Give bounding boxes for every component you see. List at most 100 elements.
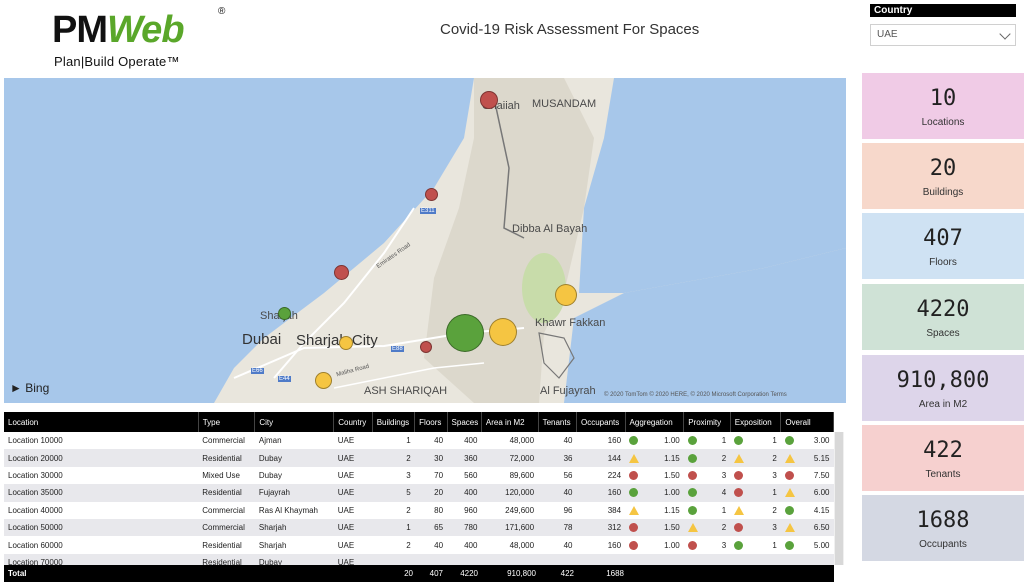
indicator-value: 2 [772, 453, 777, 463]
map-bubble[interactable] [446, 314, 484, 352]
cell-area: 48,000 [509, 436, 535, 446]
green-circle-icon [687, 505, 697, 515]
warning-triangle-icon [629, 505, 640, 515]
cell-prox: 2 [683, 449, 731, 467]
map-bubble[interactable] [339, 336, 353, 350]
column-header[interactable]: Spaces [447, 412, 482, 432]
map-bubble[interactable] [278, 307, 291, 320]
cell-agg: 1.00 [625, 484, 684, 502]
column-header[interactable]: Proximity [683, 412, 731, 432]
cell-area: 72,000 [481, 449, 539, 467]
column-header[interactable]: Tenants [538, 412, 578, 432]
cell-country: UAE [337, 470, 355, 480]
map-bubble[interactable] [555, 284, 577, 306]
table-row[interactable]: Location 30000 Mixed Use Dubay UAE 3 70 560 89,… [4, 467, 834, 484]
cell-expo: 2 [730, 449, 781, 467]
indicator-value: 5.00 [813, 540, 830, 550]
indicator-value: 4.15 [813, 505, 830, 515]
cell-occupants: 160 [607, 436, 622, 446]
warning-triangle-icon [687, 523, 698, 533]
kpi-card-occupants[interactable]: 1688 Occupants [862, 495, 1024, 561]
cell-spaces: 400 [464, 540, 478, 550]
column-header[interactable]: Area in M2 [481, 412, 539, 432]
cell-floors: 40 [434, 436, 444, 446]
cell-location: Location 60000 [8, 540, 63, 550]
map-bubble[interactable] [315, 372, 332, 389]
kpi-card-buildings[interactable]: 20 Buildings [862, 143, 1024, 209]
map-road-shield-e66: E66 [251, 368, 264, 374]
table-row[interactable]: Location 10000 Commercial Ajman UAE 1 40 400 48… [4, 432, 834, 449]
kpi-card-spaces[interactable]: 4220 Spaces [862, 284, 1024, 350]
column-header[interactable]: Overall [780, 412, 834, 432]
indicator-value: 1.00 [664, 488, 680, 498]
cell-floors: 30 [414, 449, 448, 467]
red-circle-icon [687, 540, 697, 550]
cell-tenants: 36 [538, 449, 577, 467]
cell-tenants: 40 [538, 484, 577, 502]
risk-map[interactable]: Ghaiiah MUSANDAM Dibba Al Bayah Sharjah … [4, 78, 846, 403]
kpi-card-area[interactable]: 910,800 Area in M2 [862, 355, 1024, 421]
kpi-label: Buildings [922, 187, 964, 198]
map-road-shield-e311: E311 [420, 208, 436, 214]
table-scrollbar[interactable] [834, 432, 844, 565]
map-bubble[interactable] [489, 318, 517, 346]
cell-buildings: 3 [406, 470, 411, 480]
total-spaces: 4220 [460, 569, 478, 578]
table-row[interactable]: Location 35000 Residential Fujayrah UAE 5 20 4… [4, 484, 834, 502]
cell-country: UAE [333, 449, 373, 467]
table-row[interactable]: Location 40000 Commercial Ras Al Khaymah UA… [4, 502, 834, 519]
scrollbar-thumb[interactable] [835, 432, 843, 565]
cell-spaces: 780 [447, 518, 482, 537]
table-row[interactable]: Location 60000 Residential Sharjah UAE 2 40 40… [4, 536, 834, 553]
kpi-card-floors[interactable]: 407 Floors [862, 213, 1024, 279]
chevron-down-icon [999, 28, 1011, 40]
column-header[interactable]: Country [333, 412, 373, 432]
country-dropdown[interactable]: UAE [870, 24, 1016, 46]
map-road-shield-e44: E44 [278, 376, 291, 382]
total-buildings: 20 [404, 569, 413, 578]
map-bubble[interactable] [334, 265, 349, 280]
cell-location: Location 30000 [8, 470, 63, 480]
column-header[interactable]: Type [198, 412, 256, 432]
green-circle-icon [734, 436, 744, 446]
cell-tenants: 78 [538, 518, 577, 537]
cell-agg: 1.50 [625, 518, 684, 537]
map-bubble[interactable] [425, 188, 438, 201]
cell-type: Commercial [202, 505, 245, 515]
cell-type: Residential [198, 484, 255, 502]
map-label-sharjah-city: Sharjah City [296, 332, 378, 349]
cell-location: Location 50000 [4, 518, 199, 537]
kpi-card-tenants[interactable]: 422 Tenants [862, 425, 1024, 491]
cell-floors: 65 [414, 518, 448, 537]
table-row[interactable]: Location 20000 Residential Dubay UAE 2 30 360 7… [4, 449, 834, 467]
cell-expo: 1 [730, 536, 781, 553]
column-header[interactable]: Floors [414, 412, 448, 432]
kpi-card-locations[interactable]: 10 Locations [862, 73, 1024, 139]
indicator-value: 1.50 [664, 523, 680, 533]
column-header[interactable]: Exposition [730, 412, 782, 432]
warning-triangle-icon [784, 453, 795, 463]
column-header[interactable]: Location [4, 412, 199, 432]
column-header[interactable]: City [254, 412, 335, 432]
cell-country: UAE [333, 484, 373, 502]
kpi-value: 910,800 [896, 368, 990, 393]
indicator-value: 1 [772, 540, 777, 550]
cell-expo: 1 [730, 484, 781, 502]
indicator-value: 2 [721, 453, 727, 463]
cell-city: Fujayrah [254, 484, 334, 502]
column-header[interactable]: Buildings [372, 412, 416, 432]
red-circle-icon [734, 488, 744, 498]
indicator-value: 6.50 [813, 523, 830, 533]
kpi-value: 10 [929, 86, 957, 111]
cell-city: Ajman [258, 436, 282, 446]
map-bubble[interactable] [420, 341, 432, 353]
map-bubble[interactable] [480, 91, 498, 109]
cell-prox: 1 [684, 502, 731, 519]
map-label-dubai: Dubai [242, 331, 282, 348]
column-header[interactable]: Occupants [576, 412, 626, 432]
column-header[interactable]: Aggregation [625, 412, 685, 432]
indicator-value: 1.50 [664, 470, 680, 480]
green-circle-icon [784, 436, 794, 446]
table-row[interactable]: Location 50000 Commercial Sharjah UAE 1 65 780… [4, 518, 834, 537]
cell-occupants: 160 [576, 484, 626, 502]
